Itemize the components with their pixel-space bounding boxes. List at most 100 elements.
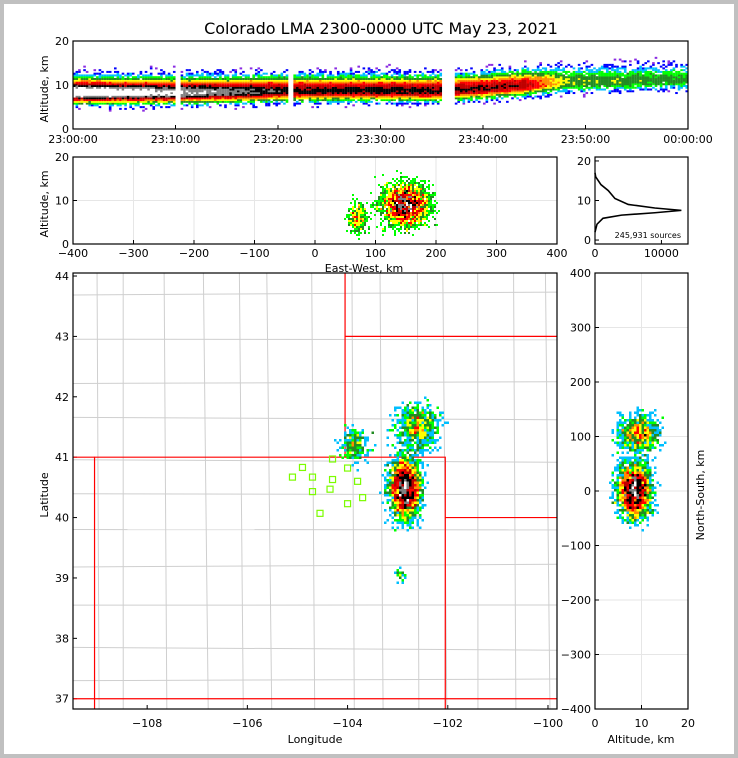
density-cell (98, 88, 102, 91)
density-cell (404, 220, 406, 222)
density-cell (385, 81, 389, 84)
density-cell (121, 79, 125, 82)
density-cell (400, 190, 402, 192)
density-cell (402, 220, 404, 222)
density-cell (316, 92, 320, 95)
density-cell (206, 77, 209, 80)
density-cell (567, 85, 571, 87)
density-cell (544, 90, 548, 93)
density-cell (404, 466, 407, 469)
density-cell (147, 102, 150, 105)
density-cell (78, 102, 81, 105)
density-cell (475, 93, 478, 96)
density-cell (408, 79, 412, 82)
density-cell (388, 202, 390, 204)
density-cell (342, 90, 345, 93)
density-cell (313, 81, 317, 84)
density-cell (211, 72, 214, 75)
density-cell (278, 95, 281, 98)
density-cell (88, 90, 91, 93)
density-cell (111, 76, 115, 79)
density-cell (488, 77, 491, 80)
density-cell (554, 81, 558, 84)
density-cell (388, 210, 390, 212)
density-cell (424, 208, 426, 210)
density-cell (278, 88, 281, 91)
density-cell (278, 74, 281, 77)
density-cell (342, 88, 345, 91)
density-cell (316, 74, 320, 77)
density-cell (428, 194, 430, 196)
density-cell (508, 67, 512, 70)
density-cell (157, 81, 161, 84)
density-cell (73, 93, 76, 96)
density-cell (434, 97, 437, 100)
density-cell (237, 97, 240, 100)
density-cell (664, 88, 668, 91)
density-cell (399, 511, 402, 514)
x-tick-label: 0 (592, 247, 599, 260)
density-cell (213, 77, 217, 80)
density-cell (252, 76, 255, 79)
density-cell (231, 76, 235, 79)
density-cell (365, 93, 368, 96)
density-cell (119, 83, 122, 86)
density-cell (83, 92, 86, 95)
y-tick-label: 40 (55, 512, 69, 525)
density-cell (278, 97, 281, 100)
density-cell (119, 99, 122, 102)
density-cell (647, 83, 650, 86)
density-cell (231, 69, 235, 72)
density-cell (234, 104, 238, 107)
density-cell (394, 180, 396, 182)
density-cell (336, 85, 340, 87)
density-cell (391, 496, 394, 499)
density-cell (400, 172, 402, 174)
density-cell (420, 192, 422, 194)
density-cell (500, 77, 504, 80)
density-cell (408, 99, 412, 102)
density-cell (201, 95, 204, 98)
density-cell (386, 519, 389, 522)
density-cell (376, 204, 378, 206)
density-cell (90, 95, 94, 98)
density-cell (394, 224, 396, 226)
density-cell (402, 196, 404, 198)
density-cell (226, 77, 230, 80)
density-cell (524, 81, 527, 84)
map-xlabel: Longitude (288, 733, 343, 746)
density-cell (98, 79, 102, 82)
density-cell (272, 83, 276, 86)
density-cell (418, 88, 422, 91)
density-cell (370, 69, 373, 72)
density-cell (384, 464, 387, 467)
density-cell (401, 514, 404, 517)
density-cell (493, 92, 496, 95)
density-cell (354, 206, 356, 208)
density-cell (434, 88, 437, 91)
density-cell (428, 220, 430, 222)
density-cell (503, 81, 507, 84)
density-cell (360, 216, 362, 218)
density-cell (101, 100, 104, 103)
density-cell (400, 218, 402, 220)
density-cell (108, 86, 112, 89)
density-cell (472, 100, 476, 103)
density-cell (432, 184, 434, 186)
density-cell (552, 83, 555, 86)
density-cell (572, 72, 576, 75)
density-cell (406, 86, 409, 89)
density-cell (334, 99, 337, 102)
density-cell (454, 69, 458, 72)
density-cell (480, 90, 484, 93)
density-cell (392, 194, 394, 196)
density-cell (196, 100, 199, 103)
density-cell (329, 79, 332, 82)
density-cell (413, 102, 417, 105)
density-cell (354, 77, 358, 80)
density-cell (400, 184, 402, 186)
density-cell (424, 90, 427, 93)
density-cell (406, 230, 408, 232)
density-cell (372, 74, 376, 77)
density-cell (83, 85, 86, 87)
